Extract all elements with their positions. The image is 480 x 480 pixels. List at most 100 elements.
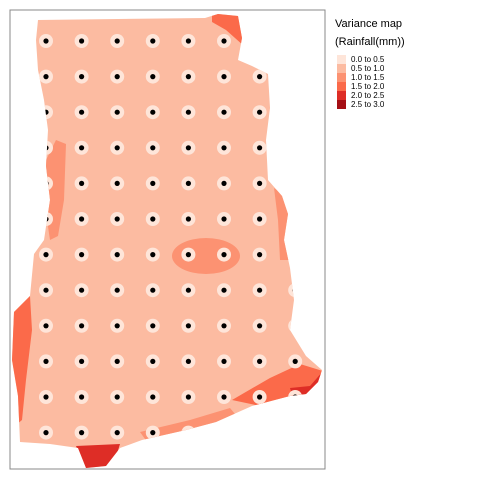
station-marker	[221, 323, 227, 329]
station-marker	[150, 74, 156, 80]
station-marker	[221, 38, 227, 44]
station-marker	[43, 216, 49, 222]
legend-item: 2.5 to 3.0	[337, 100, 384, 109]
station-halo	[288, 34, 303, 48]
station-halo	[39, 212, 53, 226]
station-marker	[43, 145, 49, 151]
station-marker	[79, 145, 85, 151]
station-marker	[221, 145, 227, 151]
legend-item: 1.0 to 1.5	[337, 73, 384, 82]
station-marker	[221, 74, 227, 80]
legend-label: 0.0 to 0.5	[351, 55, 385, 64]
station-halo	[288, 318, 303, 333]
station-marker	[114, 287, 120, 293]
station-marker	[257, 430, 263, 436]
station-marker	[150, 145, 156, 151]
station-marker	[185, 38, 191, 44]
station-marker	[114, 109, 120, 115]
station-marker	[150, 38, 156, 44]
station-marker	[257, 358, 263, 364]
legend-swatch	[337, 91, 346, 100]
station-marker	[43, 74, 49, 80]
station-marker	[150, 394, 156, 400]
station-marker	[221, 394, 227, 400]
station-marker	[257, 287, 263, 293]
station-marker	[185, 323, 191, 329]
station-marker	[79, 323, 85, 329]
legend-swatch	[337, 100, 346, 109]
station-marker	[79, 430, 85, 436]
map-frame	[9, 9, 326, 470]
station-marker	[221, 287, 227, 293]
legend-label: 2.0 to 2.5	[351, 91, 385, 100]
station-marker	[292, 323, 298, 329]
station-marker	[79, 180, 85, 186]
station-marker	[185, 358, 191, 364]
legend-swatch	[337, 82, 346, 91]
station-halo	[288, 105, 303, 120]
station-marker	[43, 323, 49, 329]
station-marker	[185, 109, 191, 115]
station-halo	[252, 34, 267, 48]
station-marker	[221, 180, 227, 186]
station-marker	[257, 394, 263, 400]
station-marker	[292, 358, 298, 364]
station-marker	[114, 38, 120, 44]
band-south-tip	[76, 444, 120, 468]
station-marker	[221, 216, 227, 222]
station-marker	[43, 430, 49, 436]
legend-item: 1.5 to 2.0	[337, 82, 384, 91]
station-marker	[257, 252, 263, 258]
station-halo	[288, 390, 303, 404]
station-halo	[252, 425, 267, 440]
station-halo	[288, 425, 303, 440]
station-marker	[292, 74, 298, 80]
legend-item: 0.5 to 1.0	[337, 64, 384, 73]
legend-item: 0.0 to 0.5	[337, 55, 384, 64]
station-marker	[221, 430, 227, 436]
station-marker	[257, 323, 263, 329]
legend-label: 1.5 to 2.0	[351, 82, 385, 91]
station-marker	[257, 216, 263, 222]
legend-label: 1.0 to 1.5	[351, 73, 385, 82]
station-marker	[150, 287, 156, 293]
station-marker	[114, 180, 120, 186]
station-marker	[221, 358, 227, 364]
legend-item: 2.0 to 2.5	[337, 91, 384, 100]
station-marker	[292, 216, 298, 222]
station-marker	[79, 287, 85, 293]
station-marker	[257, 180, 263, 186]
station-halo	[39, 176, 53, 191]
station-marker	[150, 252, 156, 258]
station-marker	[150, 358, 156, 364]
station-marker	[185, 180, 191, 186]
station-marker	[185, 145, 191, 151]
band-north-east	[212, 14, 244, 46]
legend-swatch	[337, 55, 346, 64]
station-marker	[114, 74, 120, 80]
station-marker	[257, 109, 263, 115]
station-marker	[150, 109, 156, 115]
station-marker	[114, 216, 120, 222]
station-marker	[114, 252, 120, 258]
station-marker	[114, 145, 120, 151]
station-marker	[79, 216, 85, 222]
station-marker	[79, 252, 85, 258]
station-halo	[288, 176, 303, 191]
legend-title: Variance map	[335, 18, 403, 30]
station-marker	[185, 430, 191, 436]
station-marker	[114, 430, 120, 436]
station-marker	[150, 216, 156, 222]
station-marker	[114, 323, 120, 329]
station-marker	[185, 216, 191, 222]
station-halo	[288, 140, 303, 155]
station-marker	[43, 109, 49, 115]
legend-label: 2.5 to 3.0	[351, 100, 385, 109]
station-marker	[150, 323, 156, 329]
station-marker	[43, 252, 49, 258]
legend-subtitle: (Rainfall(mm))	[335, 36, 405, 48]
station-marker	[79, 358, 85, 364]
station-marker	[43, 287, 49, 293]
station-halo	[288, 212, 303, 226]
